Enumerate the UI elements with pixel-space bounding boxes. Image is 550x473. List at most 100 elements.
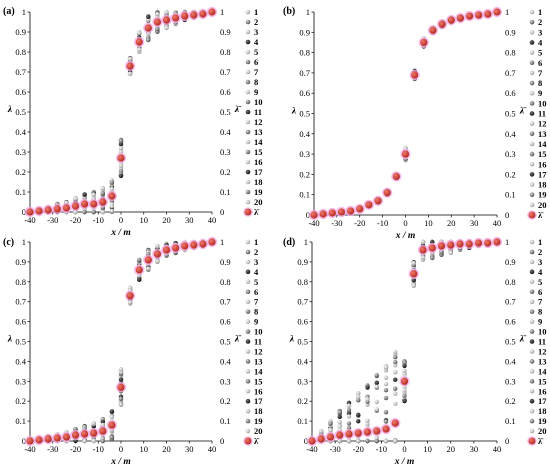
mean-point bbox=[365, 201, 373, 209]
mean-point bbox=[428, 244, 436, 252]
mean-point bbox=[144, 24, 152, 32]
mean-point bbox=[99, 427, 107, 435]
mean-point bbox=[44, 206, 52, 214]
y-tick-label: 0 bbox=[304, 436, 308, 446]
data-point bbox=[100, 438, 106, 444]
legend-marker bbox=[245, 289, 251, 295]
mean-point bbox=[53, 205, 61, 213]
legend-marker bbox=[245, 169, 251, 175]
legend-marker bbox=[245, 319, 251, 324]
mean-point bbox=[208, 238, 216, 246]
legend-label: 2 bbox=[254, 247, 258, 257]
data-point bbox=[393, 355, 398, 360]
right-tick-label: 0.2 bbox=[505, 396, 516, 406]
data-point bbox=[365, 418, 370, 423]
data-point bbox=[82, 209, 87, 215]
legend-label: 10 bbox=[538, 98, 547, 108]
legend-marker bbox=[245, 379, 251, 384]
legend-label: 20 bbox=[254, 426, 263, 436]
mean-point bbox=[392, 172, 400, 181]
data-point bbox=[127, 300, 133, 305]
legend-label: 13 bbox=[538, 356, 547, 366]
legend-label: 14 bbox=[538, 139, 547, 149]
legend-label: 6 bbox=[538, 58, 542, 68]
legend-marker bbox=[529, 329, 535, 334]
data-point bbox=[393, 386, 398, 391]
mean-point bbox=[484, 10, 492, 18]
legend-label: 1 bbox=[254, 237, 258, 247]
legend-label: 17 bbox=[538, 396, 547, 406]
data-point bbox=[137, 30, 142, 36]
mean-point bbox=[493, 238, 501, 246]
right-tick-label: 0.3 bbox=[220, 376, 231, 386]
x-tick-label: -30 bbox=[47, 444, 58, 454]
x-tick-label: 10 bbox=[424, 218, 433, 228]
mean-point bbox=[336, 431, 344, 439]
right-tick-label: 0.1 bbox=[505, 190, 516, 200]
mean-point bbox=[117, 154, 125, 162]
data-point bbox=[337, 414, 342, 420]
legend-label: 12 bbox=[538, 119, 547, 129]
data-point bbox=[82, 192, 87, 197]
right-tick-label: 0 bbox=[220, 436, 224, 446]
right-axis-label: λ̄ bbox=[519, 335, 527, 345]
x-tick-label: 0 bbox=[119, 444, 123, 454]
mean-point bbox=[108, 421, 116, 429]
x-tick-label: 0 bbox=[403, 218, 407, 228]
legend-label: 5 bbox=[538, 277, 542, 287]
y-tick-label: 1 bbox=[22, 237, 26, 247]
data-point bbox=[91, 438, 96, 444]
x-tick-label: 30 bbox=[470, 218, 479, 228]
mean-point bbox=[484, 239, 492, 247]
data-point bbox=[118, 163, 124, 169]
legend-marker bbox=[245, 199, 251, 205]
data-point bbox=[356, 438, 361, 444]
mean-point bbox=[35, 207, 43, 215]
data-point bbox=[118, 402, 124, 407]
mean-point bbox=[319, 210, 327, 218]
right-tick-label: 0.8 bbox=[505, 48, 516, 58]
data-point bbox=[411, 278, 416, 283]
data-point bbox=[100, 191, 106, 196]
right-tick-label: 0 bbox=[220, 207, 224, 217]
y-tick-label: 0.4 bbox=[15, 356, 26, 366]
data-point bbox=[411, 260, 416, 266]
legend-marker bbox=[245, 269, 251, 275]
legend-marker bbox=[529, 80, 535, 86]
data-point bbox=[146, 37, 151, 43]
legend-marker bbox=[245, 309, 251, 314]
legend-marker bbox=[529, 151, 535, 157]
legend-label: 17 bbox=[254, 396, 263, 406]
x-tick-label: -30 bbox=[331, 218, 342, 228]
data-point bbox=[337, 424, 342, 430]
legend-marker bbox=[529, 408, 535, 414]
data-point bbox=[393, 377, 398, 382]
legend-label: 8 bbox=[538, 307, 542, 317]
x-tick-label: 40 bbox=[208, 444, 217, 454]
data-point bbox=[118, 173, 124, 179]
legend-label: 4 bbox=[538, 267, 543, 277]
legend-label: 15 bbox=[538, 376, 547, 386]
legend-marker bbox=[245, 279, 251, 285]
right-tick-label: 0.7 bbox=[220, 67, 231, 77]
data-point bbox=[91, 420, 96, 426]
legend-label: 8 bbox=[538, 78, 542, 88]
legend-marker bbox=[529, 50, 535, 55]
x-tick-label: 40 bbox=[493, 444, 502, 454]
data-point bbox=[374, 373, 379, 378]
legend-marker bbox=[245, 129, 251, 135]
y-tick-label: 0.5 bbox=[297, 337, 308, 347]
legend-marker bbox=[245, 398, 251, 404]
legend-marker bbox=[245, 49, 251, 55]
data-point bbox=[374, 384, 379, 389]
panel-d: (d) -40 -30 -20 -10 0 10 20 30 4000.10.20.30.40.… bbox=[283, 236, 547, 467]
legend-marker bbox=[245, 349, 251, 354]
y-tick-label: 0 bbox=[22, 436, 26, 446]
legend-label: 2 bbox=[254, 17, 258, 27]
legend-label: 18 bbox=[538, 180, 547, 190]
legend-label: 2 bbox=[538, 17, 542, 27]
legend-label: 3 bbox=[538, 257, 542, 267]
legend-marker bbox=[529, 309, 535, 314]
legend-marker bbox=[529, 60, 535, 66]
mean-point bbox=[493, 8, 501, 16]
